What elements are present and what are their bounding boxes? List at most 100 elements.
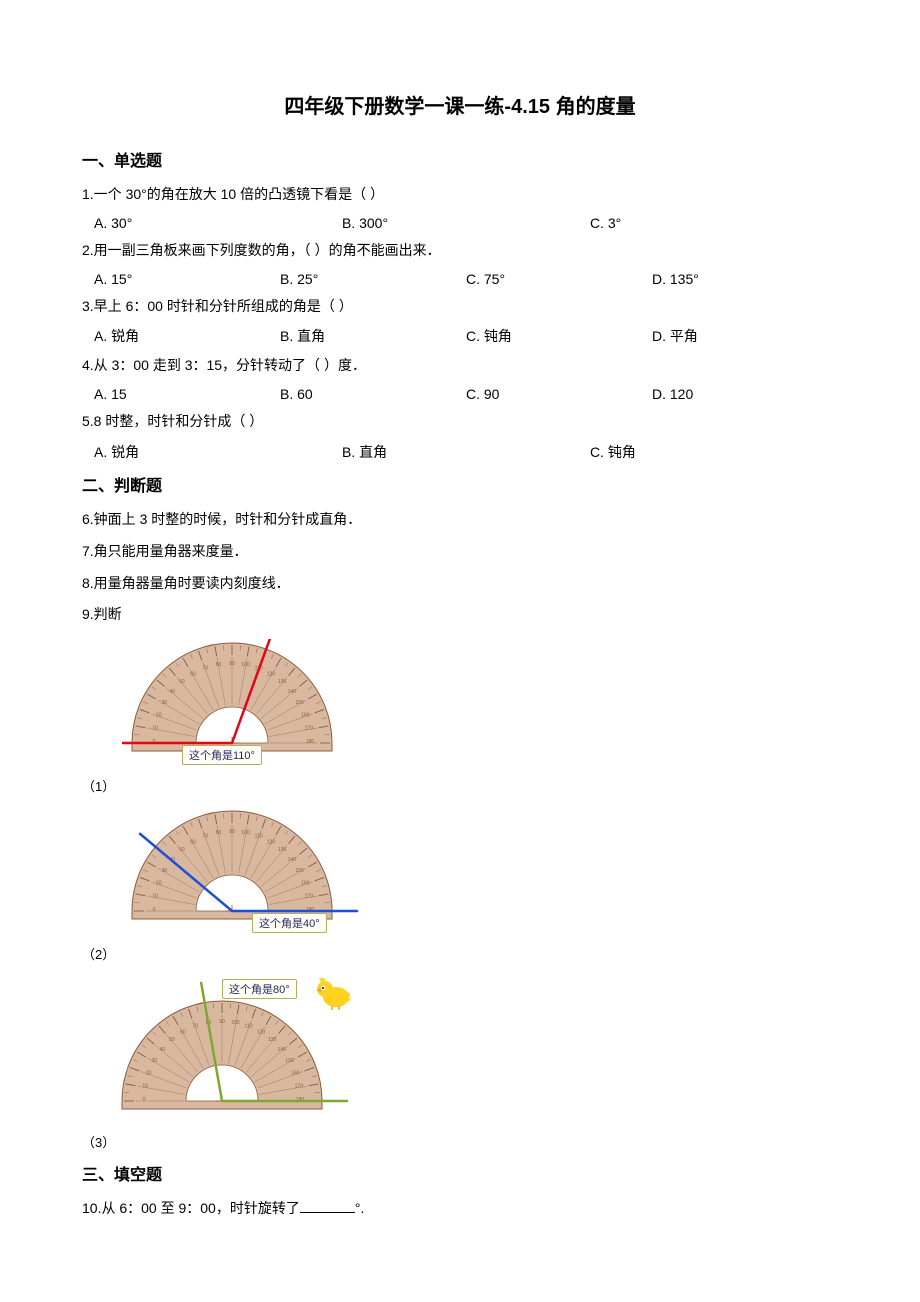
q2-choice-b: B. 25°: [280, 271, 466, 287]
svg-text:120: 120: [257, 1030, 266, 1036]
q10-suffix: °.: [355, 1200, 365, 1216]
svg-text:20: 20: [146, 1070, 152, 1076]
section-1-heading: 一、单选题: [82, 147, 838, 171]
svg-text:140: 140: [288, 689, 297, 695]
svg-text:80: 80: [216, 662, 222, 668]
section-2-heading: 二、判断题: [82, 472, 838, 496]
svg-text:60: 60: [190, 840, 196, 846]
q5-choice-a: A. 锐角: [94, 442, 342, 462]
q7-text: 7.角只能用量角器来度量．: [82, 540, 838, 564]
svg-text:40: 40: [169, 689, 175, 695]
q1-choice-b: B. 300°: [342, 215, 590, 231]
q9-sub1-figure: 0102030405060708090100110120130140150160…: [82, 639, 838, 772]
svg-text:60: 60: [190, 672, 196, 678]
svg-text:90: 90: [229, 661, 235, 667]
svg-text:30: 30: [162, 700, 168, 706]
svg-text:20: 20: [156, 880, 162, 886]
svg-text:140: 140: [278, 1047, 287, 1053]
q9-sub1-callout: 这个角是110°: [182, 745, 262, 765]
svg-text:100: 100: [231, 1020, 240, 1026]
q2-text: 2.用一副三角板来画下列度数的角，（ ）的角不能画出来．: [82, 239, 838, 263]
svg-text:120: 120: [267, 840, 276, 846]
q3-text: 3.早上 6：00 时针和分针所组成的角是（ ）: [82, 295, 838, 319]
svg-text:150: 150: [285, 1058, 294, 1064]
q10-prefix: 10.从 6：00 至 9：00，时针旋转了: [82, 1200, 300, 1216]
svg-text:130: 130: [278, 847, 287, 853]
svg-text:110: 110: [245, 1024, 253, 1030]
q5-choices: A. 锐角 B. 直角 C. 钝角: [82, 442, 838, 462]
svg-text:0: 0: [143, 1097, 146, 1103]
section-3-heading: 三、填空题: [82, 1161, 838, 1185]
q3-choice-d: D. 平角: [652, 326, 838, 346]
q9-sub3-label: （3）: [82, 1132, 838, 1151]
q3-choice-b: B. 直角: [280, 326, 466, 346]
svg-text:100: 100: [241, 662, 250, 668]
q1-choices: A. 30° B. 300° C. 3°: [82, 215, 838, 231]
svg-text:50: 50: [179, 679, 185, 685]
q4-text: 4.从 3：00 走到 3：15，分针转动了（ ）度．: [82, 354, 838, 378]
svg-text:20: 20: [156, 712, 162, 718]
q4-choice-b: B. 60: [280, 386, 466, 402]
q10-text: 10.从 6：00 至 9：00，时针旋转了 °.: [82, 1197, 838, 1221]
q4-choice-c: C. 90: [466, 386, 652, 402]
q4-choices: A. 15 B. 60 C. 90 D. 120: [82, 386, 838, 402]
page-title: 四年级下册数学一课一练-4.15 角的度量: [82, 90, 838, 119]
q9-sub2-callout: 这个角是40°: [252, 913, 327, 933]
q9-sub2-label: （2）: [82, 944, 838, 963]
q9-sub1-label: （1）: [82, 776, 838, 795]
q2-choices: A. 15° B. 25° C. 75° D. 135°: [82, 271, 838, 287]
svg-text:50: 50: [179, 847, 185, 853]
svg-text:160: 160: [301, 880, 310, 886]
svg-text:130: 130: [268, 1037, 277, 1043]
q10-blank: [300, 1199, 355, 1213]
q3-choices: A. 锐角 B. 直角 C. 钝角 D. 平角: [82, 326, 838, 346]
q1-text: 1.一个 30°的角在放大 10 倍的凸透镜下看是（ ）: [82, 183, 838, 207]
q8-text: 8.用量角器量角时要读内刻度线．: [82, 572, 838, 596]
svg-text:80: 80: [216, 830, 222, 836]
svg-text:130: 130: [278, 679, 287, 685]
q2-choice-d: D. 135°: [652, 271, 838, 287]
svg-text:90: 90: [219, 1019, 225, 1025]
svg-text:0: 0: [153, 907, 156, 913]
q9-text: 9.判断: [82, 603, 838, 627]
svg-text:50: 50: [169, 1037, 175, 1043]
svg-text:170: 170: [305, 894, 314, 900]
chick-icon: [312, 975, 356, 1011]
svg-text:110: 110: [255, 834, 263, 840]
svg-text:10: 10: [152, 726, 158, 732]
q4-choice-d: D. 120: [652, 386, 838, 402]
q3-choice-a: A. 锐角: [94, 326, 280, 346]
svg-text:70: 70: [203, 666, 209, 672]
svg-text:90: 90: [229, 829, 235, 835]
svg-text:100: 100: [241, 830, 250, 836]
q9-sub3-figure: 0102030405060708090100110120130140150160…: [82, 975, 838, 1128]
svg-text:160: 160: [291, 1070, 300, 1076]
q6-text: 6.钟面上 3 时整的时候，时针和分针成直角．: [82, 508, 838, 532]
svg-text:40: 40: [159, 1047, 165, 1053]
svg-text:30: 30: [162, 868, 168, 874]
q5-choice-b: B. 直角: [342, 442, 590, 462]
svg-text:170: 170: [295, 1084, 304, 1090]
q9-sub2-figure: 0102030405060708090100110120130140150160…: [82, 807, 838, 940]
svg-text:10: 10: [142, 1084, 148, 1090]
svg-text:30: 30: [152, 1058, 158, 1064]
q5-choice-c: C. 钝角: [590, 442, 838, 462]
q1-choice-a: A. 30°: [94, 215, 342, 231]
svg-text:150: 150: [295, 700, 304, 706]
svg-text:70: 70: [193, 1024, 199, 1030]
q1-choice-c: C. 3°: [590, 215, 838, 231]
svg-text:60: 60: [180, 1030, 186, 1036]
svg-text:120: 120: [267, 672, 276, 678]
svg-text:170: 170: [305, 726, 314, 732]
q2-choice-c: C. 75°: [466, 271, 652, 287]
svg-text:10: 10: [152, 894, 158, 900]
svg-text:140: 140: [288, 857, 297, 863]
svg-text:160: 160: [301, 712, 310, 718]
q4-choice-a: A. 15: [94, 386, 280, 402]
q9-sub3-callout: 这个角是80°: [222, 979, 297, 999]
q3-choice-c: C. 钝角: [466, 326, 652, 346]
svg-text:150: 150: [295, 868, 304, 874]
q5-text: 5.8 时整，时针和分针成（ ）: [82, 410, 838, 434]
q2-choice-a: A. 15°: [94, 271, 280, 287]
svg-text:180: 180: [306, 739, 315, 745]
